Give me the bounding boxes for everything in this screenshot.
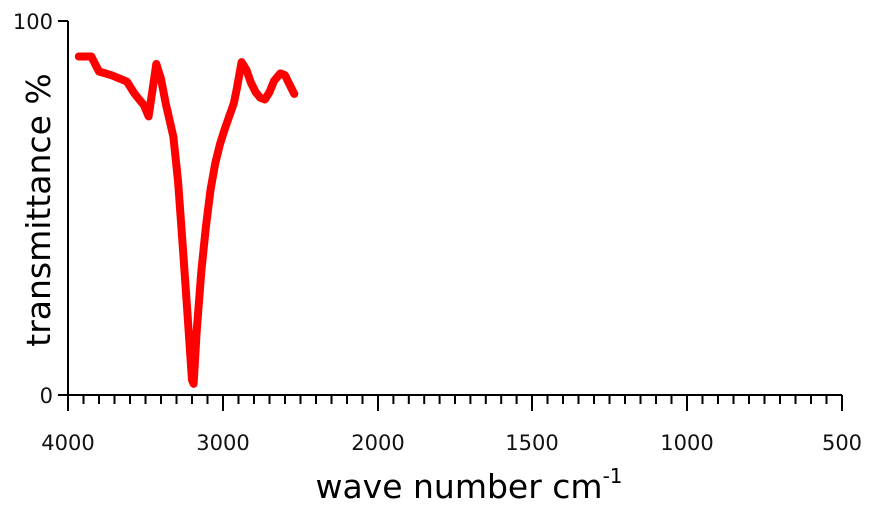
x-axis-title-text: wave number cm: [315, 467, 602, 506]
y-tick-label-0: 0: [40, 384, 53, 408]
x-tick-label-3000: 3000: [196, 431, 249, 455]
x-tick-label-1000: 1000: [660, 431, 713, 455]
x-axis-title-superscript: -1: [603, 464, 623, 488]
x-tick-label-500: 500: [822, 431, 862, 455]
x-minor-ticks: [82, 395, 828, 404]
x-tick-label-2000: 2000: [351, 431, 404, 455]
x-tick-label-4000: 4000: [41, 431, 94, 455]
x-major-ticks: [67, 395, 843, 411]
y-tick-label-100: 100: [13, 10, 53, 34]
spectrum-series-line-0: [74, 52, 299, 388]
x-tick-label-1500: 1500: [505, 431, 558, 455]
y-axis-title: transmittance %: [19, 73, 58, 346]
x-axis-title: wave number cm-1: [315, 464, 622, 506]
x-axis: 4000 3000 2000 1500 1000 500: [41, 394, 862, 455]
y-axis: 100 0: [13, 10, 69, 408]
series-layer: [74, 52, 299, 388]
